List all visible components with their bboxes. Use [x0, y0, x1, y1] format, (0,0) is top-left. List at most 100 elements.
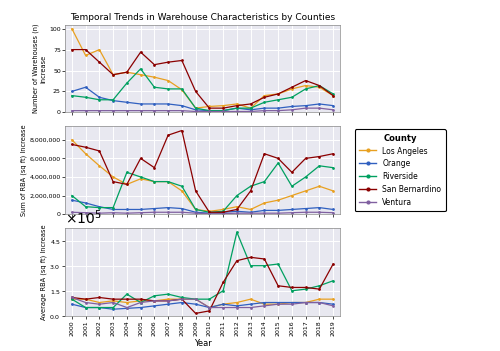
- Los Angeles: [96, 47, 102, 52]
- San Bernardino: [248, 255, 254, 259]
- Riverside: [179, 87, 185, 91]
- San Bernardino: [152, 166, 158, 170]
- Ventura: [262, 108, 268, 113]
- Orange: [69, 89, 75, 93]
- Riverside: [302, 175, 308, 179]
- Ventura: [206, 305, 212, 310]
- Los Angeles: [330, 297, 336, 301]
- San Bernardino: [289, 285, 295, 290]
- Orange: [152, 102, 158, 106]
- Orange: [82, 201, 88, 205]
- Orange: [220, 210, 226, 214]
- San Bernardino: [330, 262, 336, 266]
- Orange: [179, 104, 185, 108]
- Ventura: [165, 299, 171, 303]
- Line: Riverside: Riverside: [70, 231, 334, 309]
- Riverside: [206, 210, 212, 214]
- Orange: [165, 102, 171, 106]
- Los Angeles: [110, 175, 116, 179]
- Riverside: [206, 108, 212, 113]
- Los Angeles: [220, 302, 226, 306]
- Los Angeles: [152, 299, 158, 303]
- Orange: [220, 302, 226, 306]
- Ventura: [82, 108, 88, 113]
- Los Angeles: [69, 297, 75, 301]
- Riverside: [165, 179, 171, 184]
- Orange: [165, 302, 171, 306]
- Orange: [289, 104, 295, 108]
- Ventura: [302, 300, 308, 305]
- San Bernardino: [192, 311, 198, 316]
- Riverside: [179, 184, 185, 188]
- Orange: [234, 106, 240, 110]
- Riverside: [316, 84, 322, 88]
- Ventura: [275, 108, 281, 113]
- Line: Orange: Orange: [70, 199, 334, 214]
- Los Angeles: [220, 207, 226, 212]
- San Bernardino: [220, 210, 226, 214]
- Los Angeles: [262, 93, 268, 98]
- Riverside: [82, 305, 88, 310]
- Orange: [302, 206, 308, 211]
- Ventura: [316, 106, 322, 110]
- Ventura: [69, 296, 75, 300]
- Riverside: [289, 289, 295, 293]
- Orange: [262, 208, 268, 212]
- Riverside: [192, 297, 198, 301]
- Orange: [152, 206, 158, 211]
- Orange: [69, 302, 75, 306]
- Los Angeles: [124, 300, 130, 305]
- San Bernardino: [275, 156, 281, 160]
- San Bernardino: [152, 299, 158, 303]
- Orange: [275, 208, 281, 212]
- Orange: [110, 307, 116, 311]
- Los Angeles: [316, 184, 322, 188]
- San Bernardino: [165, 299, 171, 303]
- San Bernardino: [82, 47, 88, 52]
- San Bernardino: [124, 70, 130, 74]
- San Bernardino: [316, 84, 322, 88]
- Los Angeles: [69, 138, 75, 142]
- Ventura: [82, 300, 88, 305]
- Line: Orange: Orange: [70, 86, 334, 112]
- Los Angeles: [138, 299, 143, 303]
- Ventura: [96, 211, 102, 215]
- San Bernardino: [138, 297, 143, 301]
- Riverside: [124, 81, 130, 85]
- Riverside: [124, 292, 130, 296]
- San Bernardino: [82, 145, 88, 149]
- Riverside: [262, 100, 268, 104]
- San Bernardino: [96, 149, 102, 153]
- Orange: [275, 300, 281, 305]
- X-axis label: Year: Year: [194, 339, 212, 347]
- Los Angeles: [82, 297, 88, 301]
- San Bernardino: [69, 47, 75, 52]
- Line: Ventura: Ventura: [70, 211, 334, 215]
- Orange: [220, 108, 226, 113]
- Line: Riverside: Riverside: [70, 67, 334, 112]
- Riverside: [96, 305, 102, 310]
- San Bernardino: [206, 309, 212, 313]
- Orange: [206, 305, 212, 310]
- Orange: [302, 300, 308, 305]
- Orange: [96, 205, 102, 209]
- San Bernardino: [330, 152, 336, 156]
- San Bernardino: [179, 58, 185, 62]
- Riverside: [234, 193, 240, 198]
- Los Angeles: [124, 70, 130, 74]
- Riverside: [96, 205, 102, 210]
- Ventura: [179, 210, 185, 214]
- Ventura: [192, 297, 198, 301]
- Riverside: [152, 294, 158, 298]
- Los Angeles: [289, 193, 295, 198]
- Ventura: [96, 302, 102, 306]
- Los Angeles: [69, 27, 75, 31]
- San Bernardino: [124, 297, 130, 301]
- Ventura: [110, 300, 116, 305]
- San Bernardino: [262, 257, 268, 261]
- Orange: [234, 304, 240, 308]
- Ventura: [192, 110, 198, 114]
- Riverside: [275, 161, 281, 165]
- Orange: [124, 207, 130, 212]
- Y-axis label: Number of Warehouses (n)
Increase: Number of Warehouses (n) Increase: [33, 24, 46, 113]
